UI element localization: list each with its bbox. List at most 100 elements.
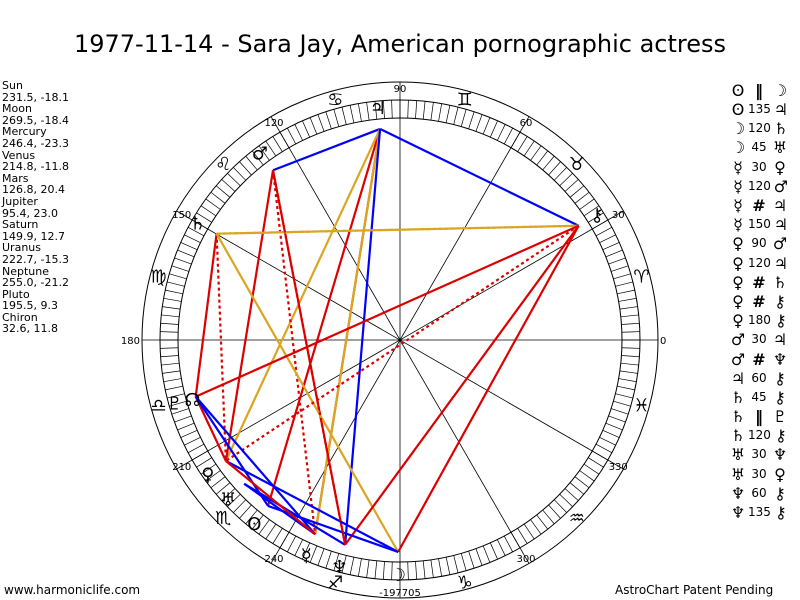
aspect-row: ♄ 45 ⚷ xyxy=(728,387,791,407)
aspect-symbol: # xyxy=(752,272,766,292)
aspect-line xyxy=(272,127,381,172)
pluto-icon: ♇ xyxy=(166,394,182,415)
degree-tick xyxy=(489,542,498,560)
degree-tick xyxy=(265,523,277,540)
degree-tick xyxy=(357,558,362,577)
degree-tick xyxy=(559,493,573,507)
chiron-icon: ⚷ xyxy=(775,503,787,523)
degree-tick xyxy=(503,535,513,553)
degree-tick xyxy=(453,107,459,125)
aspect-list: ʘ ‖ ☽ ʘ 135 ♃ ☽ 120 ♄ ☽ 45 ♅ ☿ 30 ♀ ☿ 120 ♂ ☿ # ♃ ☿ 150 ♃ ♀ 90 ♂ ♀ 1… xyxy=(728,80,791,523)
degree-tick xyxy=(325,551,332,569)
planet-name-chiron: Chiron xyxy=(2,310,38,324)
degree-tick xyxy=(341,107,347,125)
planet-coords-mercury: 246.4, -23.3 xyxy=(2,136,69,150)
saturn-icon: ♄ xyxy=(730,426,746,446)
virgo-sign-icon: ♍ xyxy=(150,266,166,287)
degree-tick xyxy=(251,514,264,530)
aspect-line xyxy=(194,396,269,507)
aspect-row: ♄ ‖ ♇ xyxy=(728,406,791,426)
degree-tick xyxy=(171,408,189,415)
degree-tick xyxy=(341,555,347,573)
mars-icon: ♂ xyxy=(730,330,746,350)
patent-notice: AstroChart Patent Pending xyxy=(615,583,774,597)
jupiter-icon: ♃ xyxy=(370,98,386,119)
degree-tick xyxy=(196,457,212,468)
planet-name-saturn: Saturn xyxy=(2,218,39,232)
degree-tick xyxy=(174,415,192,423)
website-credit[interactable]: www.harmoniclife.com xyxy=(4,583,141,597)
aspect-symbol: 120 xyxy=(748,255,771,270)
degree-tick xyxy=(438,103,443,122)
degree-tick xyxy=(611,265,629,272)
degree-tick xyxy=(160,355,179,358)
degree-tick xyxy=(579,470,595,482)
degree-tick xyxy=(391,561,393,580)
neptune-icon: ♆ xyxy=(772,349,788,369)
degree-tick xyxy=(382,561,385,580)
degree-tick xyxy=(621,331,640,333)
degree-tick xyxy=(169,400,187,407)
sun-icon: ʘ xyxy=(247,514,261,535)
chiron-icon: ⚷ xyxy=(775,426,787,446)
aspect-symbol: 45 xyxy=(751,140,767,155)
aspect-line xyxy=(224,170,275,462)
aspect-symbol: 150 xyxy=(748,217,771,232)
aspect-line xyxy=(215,233,400,553)
degree-tick xyxy=(184,437,201,446)
aspect-row: ♀ # ♄ xyxy=(728,272,791,292)
degree-label: -197705 xyxy=(379,588,421,599)
degree-tick xyxy=(239,161,252,176)
degree-tick xyxy=(227,493,241,507)
mercury-icon: ☿ xyxy=(301,545,312,566)
degree-tick xyxy=(530,519,542,535)
degree-tick xyxy=(265,140,277,157)
aspect-line xyxy=(194,395,316,535)
degree-tick xyxy=(382,100,385,119)
degree-tick xyxy=(438,558,443,577)
aspect-row: ♅ 30 ♀ xyxy=(728,464,791,484)
leo-sign-icon: ♌ xyxy=(215,154,231,175)
planet-name-neptune: Neptune xyxy=(2,264,50,278)
degree-tick xyxy=(374,560,378,579)
planet-coords-saturn: 149.9, 12.7 xyxy=(2,229,65,243)
aspect-row: ☿ 30 ♀ xyxy=(728,157,791,177)
aspect-symbol: # xyxy=(752,196,766,216)
mercury-icon: ☿ xyxy=(733,176,743,196)
degree-tick xyxy=(468,111,475,129)
aspect-row: ♀ 90 ♂ xyxy=(728,234,791,253)
aquarius-sign-icon: ♒ xyxy=(569,508,585,529)
degree-tick xyxy=(517,136,528,152)
degree-tick xyxy=(559,173,573,187)
degree-tick xyxy=(163,297,182,302)
saturn-icon: ♄ xyxy=(773,119,789,139)
degree-tick xyxy=(430,559,434,578)
aspect-line xyxy=(225,460,316,536)
degree-tick xyxy=(309,117,318,135)
aspect-line xyxy=(224,128,382,462)
degree-label: 210 xyxy=(172,462,191,473)
degree-tick xyxy=(391,100,393,119)
degree-tick xyxy=(613,400,631,407)
aspect-row: ♀ 120 ♃ xyxy=(728,253,791,273)
venus-icon: ♀ xyxy=(732,272,744,292)
aspect-row: ♀ # ⚷ xyxy=(728,291,791,311)
chiron-icon: ⚷ xyxy=(774,387,786,407)
degree-tick xyxy=(272,136,283,152)
aspect-row: ☿ 120 ♂ xyxy=(728,176,791,196)
degree-tick xyxy=(503,127,513,145)
capricorn-sign-icon: ♑ xyxy=(457,572,473,593)
degree-tick xyxy=(165,289,183,295)
degree-tick xyxy=(617,289,635,295)
uranus-icon: ♅ xyxy=(220,490,236,511)
venus-icon: ♀ xyxy=(201,465,214,486)
degree-tick xyxy=(445,105,451,123)
degree-tick xyxy=(542,509,555,525)
degree-tick xyxy=(205,470,221,482)
chart-title: 1977-11-14 - Sara Jay, American pornogra… xyxy=(73,30,727,58)
degree-tick xyxy=(602,242,620,251)
degree-tick xyxy=(583,205,600,217)
degree-label: 150 xyxy=(172,210,191,221)
neptune-icon: ♆ xyxy=(730,503,746,523)
degree-tick xyxy=(415,561,418,580)
